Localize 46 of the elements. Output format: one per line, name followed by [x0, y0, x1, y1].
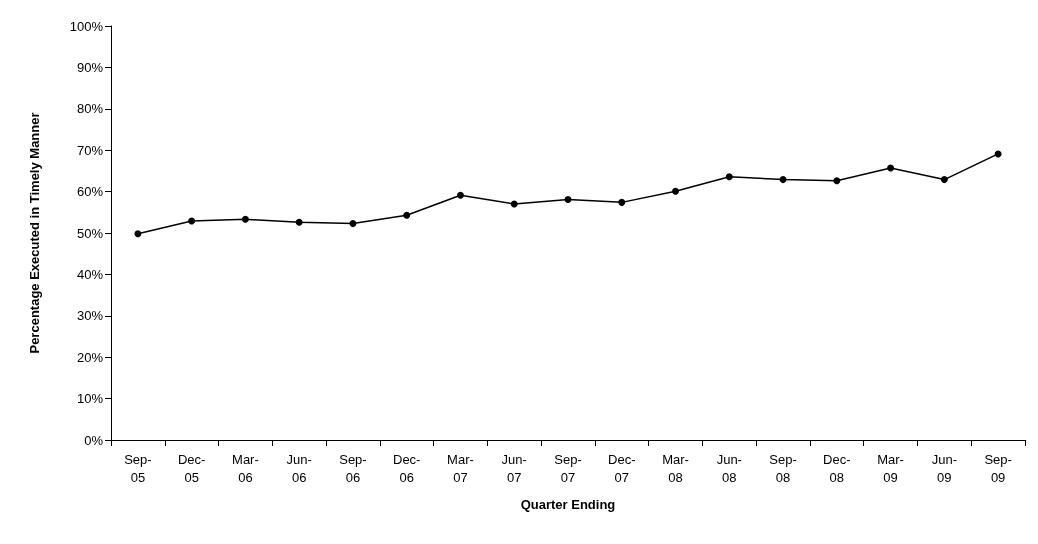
point: [403, 211, 411, 219]
x-tick-label: Mar- 09: [877, 451, 904, 485]
point: [241, 215, 249, 223]
x-tick-label: Jun- 09: [931, 451, 957, 485]
y-tick-label: 0%: [84, 432, 104, 448]
point: [672, 187, 680, 195]
point: [295, 218, 303, 226]
point: [188, 217, 196, 225]
x-tick-label: Sep- 09: [984, 451, 1012, 485]
y-axis-title: Percentage Executed in Timely Manner: [27, 112, 42, 354]
x-tick-label: Sep- 07: [554, 451, 582, 485]
y-tick-label: 20%: [76, 349, 104, 365]
point: [134, 230, 142, 238]
x-tick-label: Mar- 08: [662, 451, 689, 485]
point: [510, 200, 518, 208]
x-tick-label: Sep- 05: [124, 451, 152, 485]
point: [833, 177, 841, 185]
x-tick-label: Jun- 07: [501, 451, 527, 485]
x-tick-label: Sep- 08: [769, 451, 797, 485]
y-tick-label: 50%: [76, 225, 104, 241]
point: [725, 173, 733, 181]
y-tick-label: 100%: [69, 18, 104, 34]
x-tick-label: Dec- 07: [608, 451, 636, 485]
x-tick-label: Dec- 08: [823, 451, 851, 485]
x-tick-label: Mar- 07: [447, 451, 474, 485]
point: [564, 195, 572, 203]
point: [456, 191, 464, 199]
x-tick-label: Jun- 06: [286, 451, 312, 485]
y-tick-label: 10%: [76, 391, 104, 407]
point: [779, 176, 787, 184]
y-tick-label: 90%: [76, 59, 104, 75]
point: [940, 176, 948, 184]
point: [887, 164, 895, 172]
x-tick-label: Sep- 06: [339, 451, 367, 485]
x-axis-title: Quarter Ending: [520, 497, 616, 512]
x-tick-label: Mar- 06: [232, 451, 259, 485]
point: [349, 219, 357, 227]
y-tick-label: 60%: [76, 184, 104, 200]
y-tick-label: 30%: [76, 308, 104, 324]
x-tick-label: Dec- 05: [177, 451, 206, 485]
y-tick-label: 80%: [76, 101, 104, 117]
y-tick-label: 70%: [76, 142, 104, 158]
y-tick-label: 40%: [76, 266, 104, 282]
point: [618, 198, 626, 206]
x-tick-label: Jun- 08: [716, 451, 742, 485]
x-tick-label: Dec- 06: [392, 451, 421, 485]
